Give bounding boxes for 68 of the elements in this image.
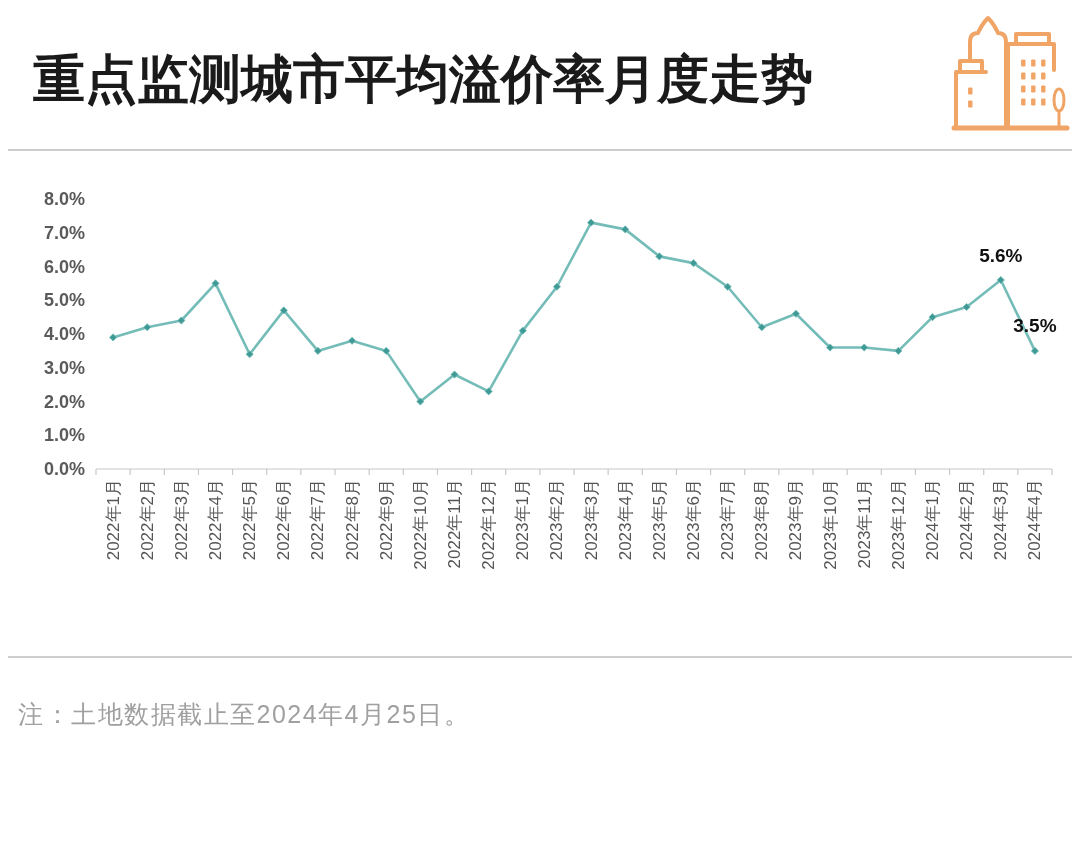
x-tick-label: 2023年2月 [547,479,567,561]
point [826,343,835,352]
y-tick-label: 6.0% [43,256,85,277]
x-tick-label: 2022年9月 [376,479,396,561]
point [689,259,698,268]
point [143,323,152,332]
point [860,343,869,352]
x-tick-label: 2023年5月 [649,479,669,561]
point [655,252,664,261]
x-tick-label: 2023年8月 [752,479,772,561]
data-label: 5.6% [979,244,1023,266]
x-tick-label: 2022年7月 [308,479,328,561]
point [245,350,254,359]
x-tick-label: 2024年3月 [991,479,1011,561]
y-tick-label: 4.0% [43,324,85,344]
x-tick-label: 2023年7月 [718,479,738,561]
point [279,306,288,315]
x-tick-label: 2022年6月 [274,479,294,561]
x-tick-label: 2023年9月 [786,479,806,561]
point [348,336,357,345]
point [1030,346,1039,355]
y-tick-label: 8.0% [43,189,85,209]
x-tick-label: 2023年1月 [513,479,533,561]
x-tick-label: 2022年5月 [240,479,260,561]
point [962,303,971,311]
point [450,370,459,379]
point [211,279,220,288]
x-tick-label: 2022年12月 [479,479,499,570]
point [928,313,937,322]
x-tick-label: 2023年12月 [888,479,908,570]
point [382,346,391,355]
x-tick-label: 2022年11月 [445,479,464,569]
y-tick-label: 2.0% [43,391,85,412]
point [484,387,493,396]
y-tick-label: 5.0% [43,290,85,311]
point [552,282,561,291]
x-tick-label: 2023年3月 [581,479,601,561]
point [723,282,732,291]
chart-title: 重点监测城市平均溢价率月度走势 [33,50,813,108]
x-tick-label: 2022年10月 [410,479,430,570]
point [587,218,596,227]
x-tick-label: 2023年10月 [820,479,840,570]
x-tick-label: 2024年4月 [1025,479,1045,561]
x-tick-label: 2022年2月 [137,479,157,561]
point [894,346,903,355]
point [313,346,322,355]
x-tick-label: 2023年6月 [684,479,703,561]
x-tick-label: 2022年1月 [103,479,123,561]
y-tick-label: 3.0% [43,357,85,378]
text: 注：土地数据截止至2024年4月25日。 [18,700,471,728]
point [791,309,800,318]
point [518,326,527,335]
x-tick-label: 2024年2月 [957,479,977,561]
point [109,333,118,342]
x-tick-label: 2022年4月 [206,479,225,561]
point [996,276,1005,284]
point [621,225,630,234]
y-tick-label: 0.0% [43,459,85,479]
point [416,397,425,406]
x-tick-label: 2022年3月 [171,479,191,561]
x-tick-label: 2023年11月 [854,479,874,569]
x-tick-label: 2023年4月 [615,479,635,561]
x-tick-label: 2022年8月 [342,479,362,561]
y-tick-label: 7.0% [43,222,85,243]
x-tick-label: 2024年1月 [923,479,942,561]
y-tick-label: 1.0% [43,425,85,446]
point [757,323,766,332]
point [177,316,186,325]
